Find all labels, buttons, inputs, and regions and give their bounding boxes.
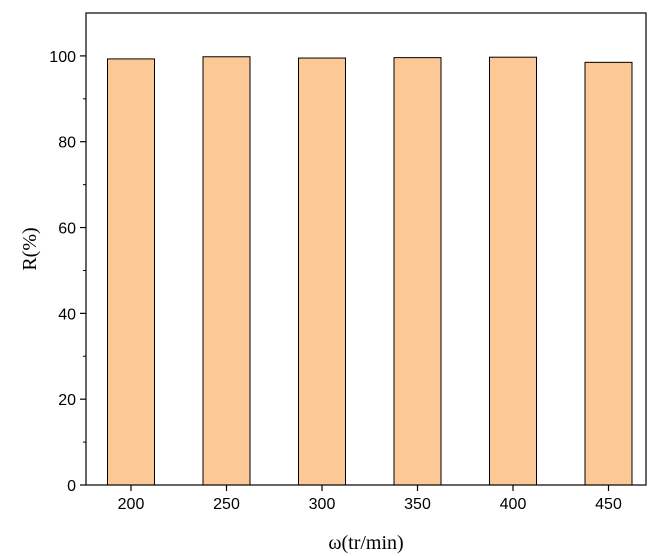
plot-frame [85, 12, 647, 486]
bar-250 [202, 56, 251, 486]
x-tick-label-300: 300 [309, 496, 336, 513]
y-tick-label-20: 20 [58, 392, 76, 409]
y-tick-label-60: 60 [58, 221, 76, 238]
bar-300 [298, 57, 346, 486]
bars-group [107, 56, 633, 486]
bar-400 [489, 56, 537, 486]
x-tick-label-450: 450 [595, 496, 622, 513]
y-tick-label-80: 80 [58, 135, 76, 152]
x-tick-label-250: 250 [213, 496, 240, 513]
y-tick-label-40: 40 [58, 306, 76, 323]
y-axis-title: R(%) [19, 227, 41, 270]
bar-450 [584, 61, 633, 486]
bar-200 [107, 58, 155, 486]
x-tick-label-400: 400 [500, 496, 527, 513]
ticks-group: 200 250 300 350 400 450 0 20 40 60 80 100 [49, 49, 622, 513]
y-tick-label-100: 100 [49, 49, 76, 66]
bar-350 [393, 57, 442, 486]
x-tick-label-200: 200 [118, 496, 145, 513]
x-axis-title: ω(tr/min) [328, 532, 403, 554]
y-tick-label-0: 0 [67, 478, 76, 495]
x-tick-label-350: 350 [404, 496, 431, 513]
